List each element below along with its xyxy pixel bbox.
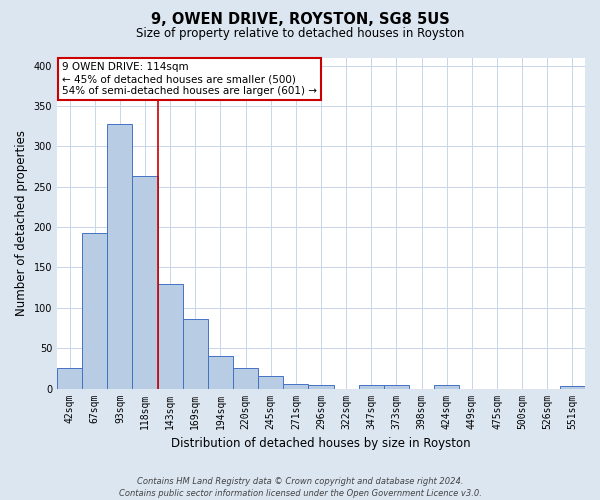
Text: 9, OWEN DRIVE, ROYSTON, SG8 5US: 9, OWEN DRIVE, ROYSTON, SG8 5US [151,12,449,28]
Bar [158,284,183,389]
Bar [384,386,409,388]
Bar [308,386,334,388]
Bar [434,386,459,388]
Bar [233,368,258,388]
Bar [57,368,82,388]
X-axis label: Distribution of detached houses by size in Royston: Distribution of detached houses by size … [171,437,471,450]
Bar [258,376,283,388]
Bar [183,319,208,388]
Y-axis label: Number of detached properties: Number of detached properties [15,130,28,316]
Bar [359,386,384,388]
Text: 9 OWEN DRIVE: 114sqm
← 45% of detached houses are smaller (500)
54% of semi-deta: 9 OWEN DRIVE: 114sqm ← 45% of detached h… [62,62,317,96]
Bar [208,356,233,388]
Bar [82,232,107,388]
Bar [283,384,308,388]
Bar [133,176,158,388]
Bar [107,124,133,388]
Text: Size of property relative to detached houses in Royston: Size of property relative to detached ho… [136,28,464,40]
Text: Contains HM Land Registry data © Crown copyright and database right 2024.
Contai: Contains HM Land Registry data © Crown c… [119,476,481,498]
Bar [560,386,585,388]
